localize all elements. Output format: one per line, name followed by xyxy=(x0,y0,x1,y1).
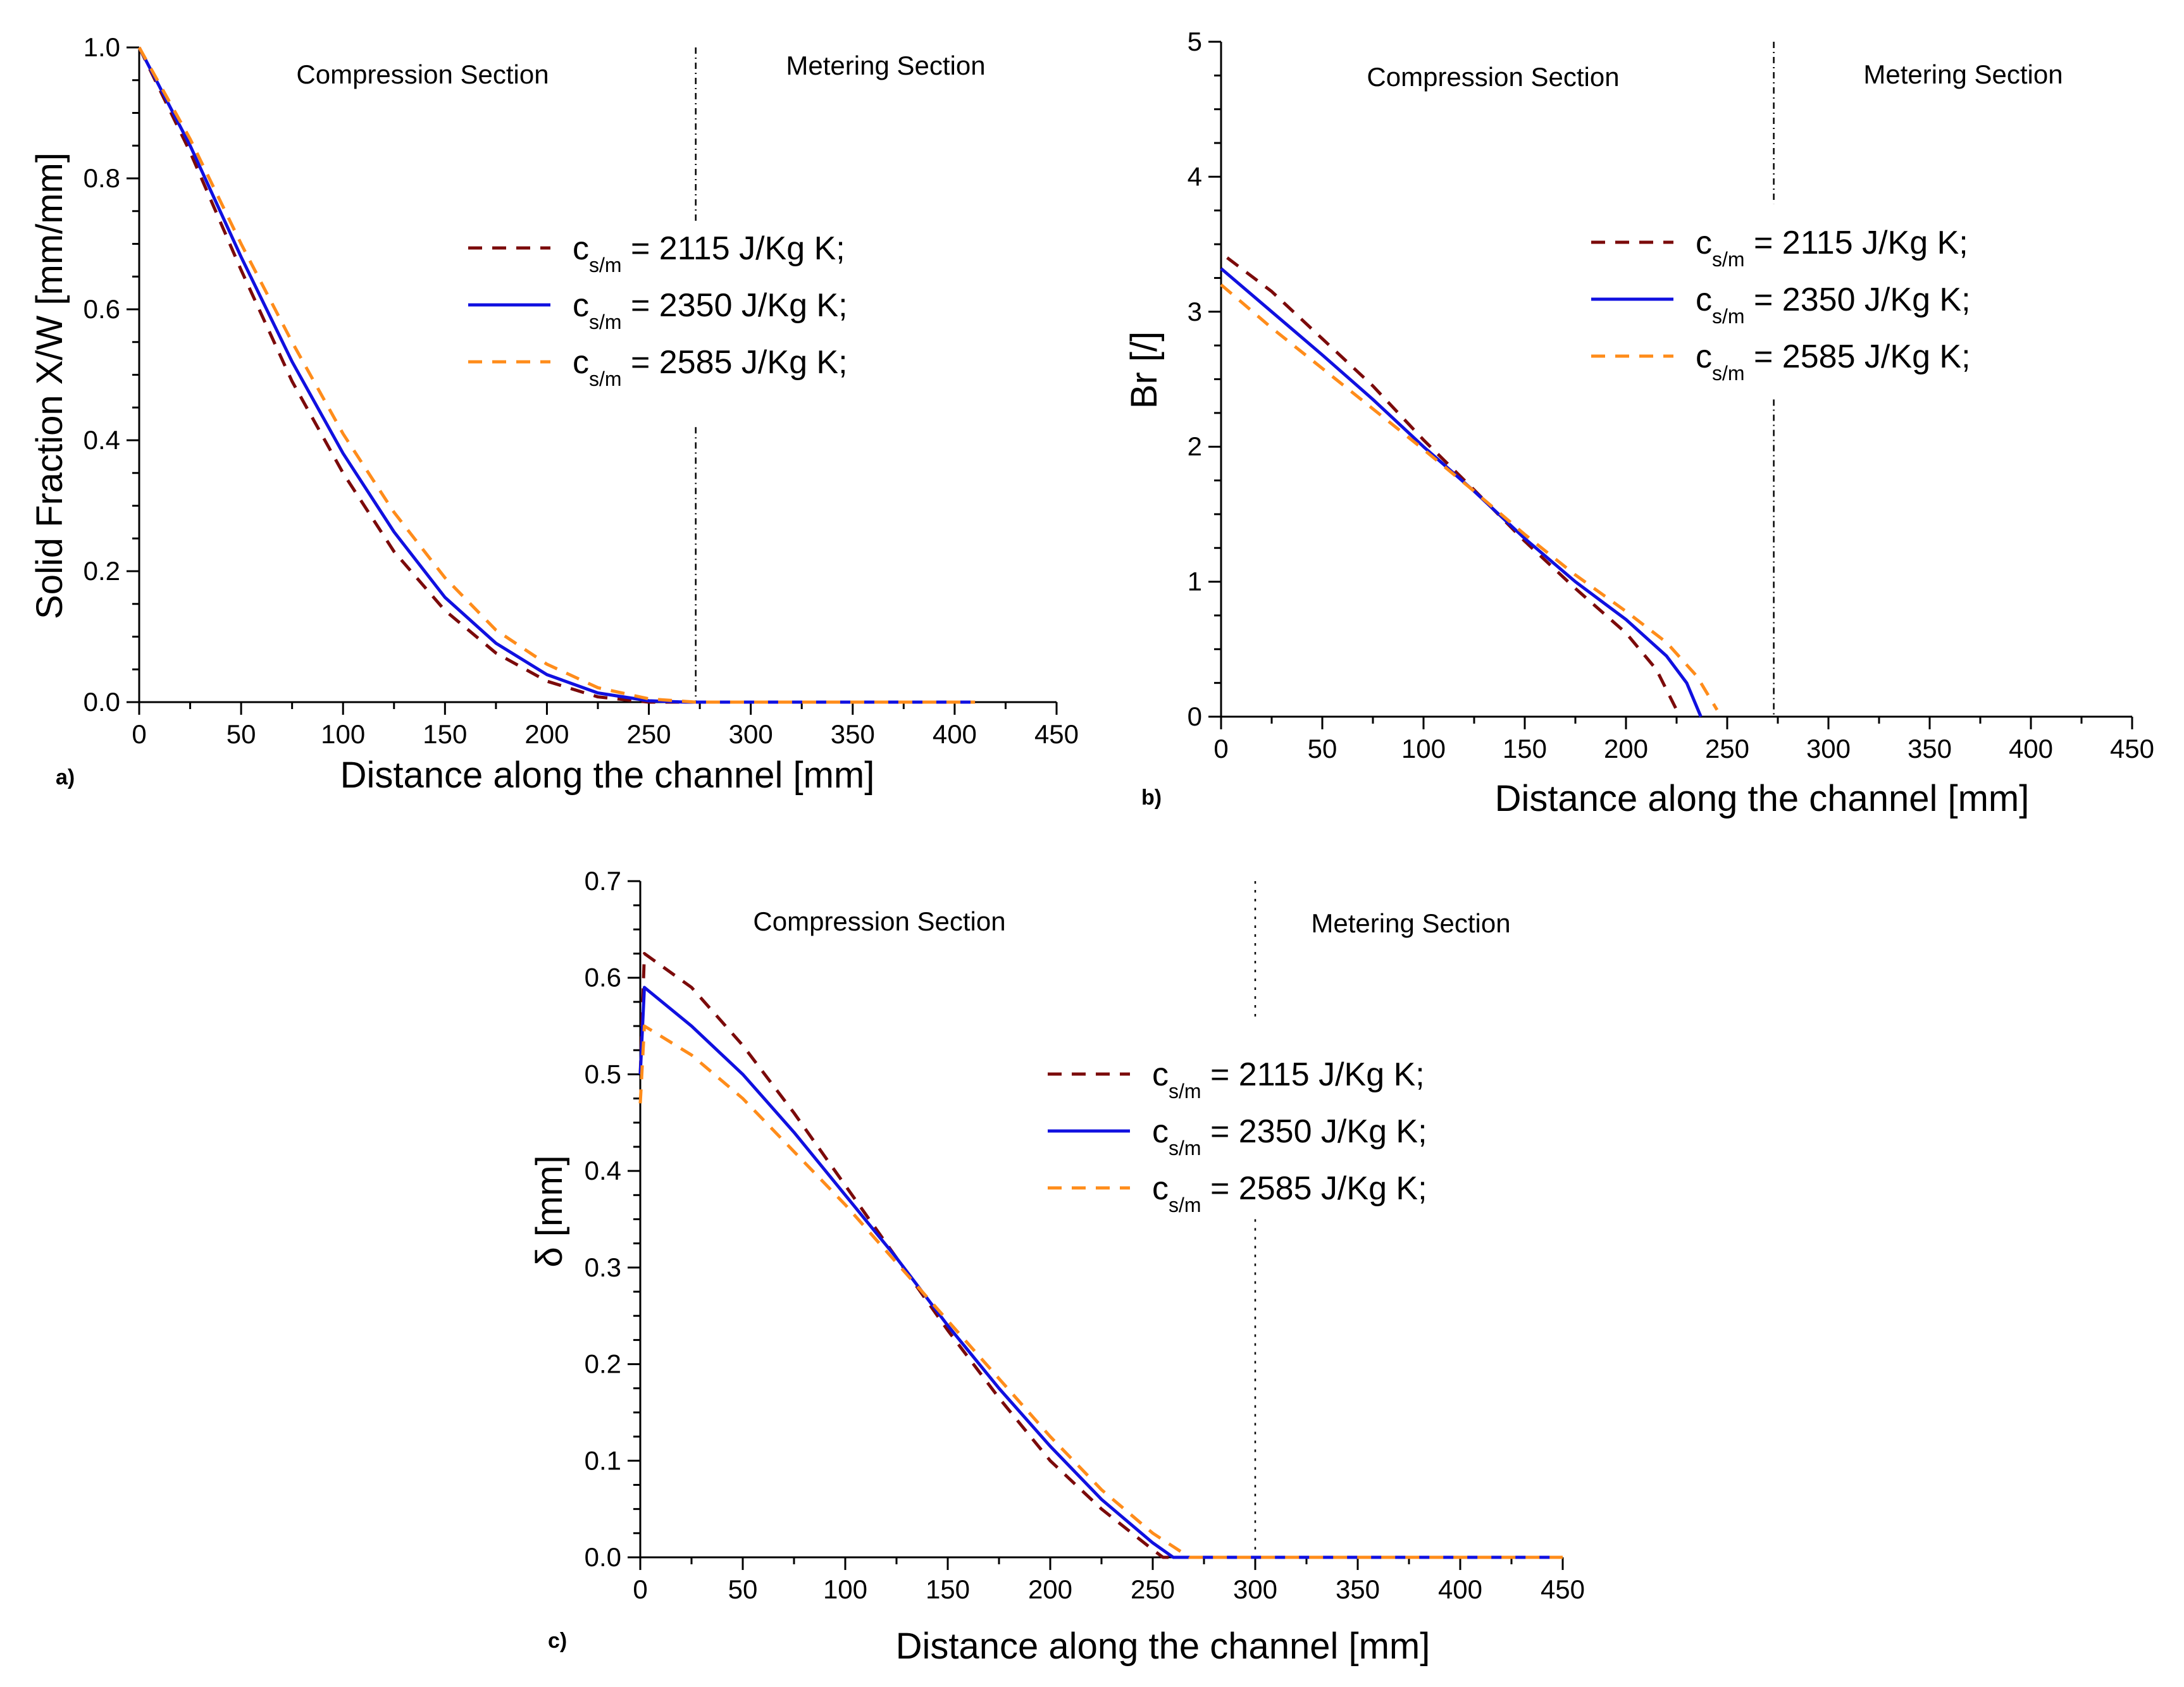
panel-a-y-tick-label: 0.2 xyxy=(84,556,120,586)
panel-c-x-tick-label: 100 xyxy=(823,1574,867,1604)
panel-c-x-tick-label: 450 xyxy=(1541,1574,1585,1604)
panel-a-x-tick-label: 250 xyxy=(627,719,671,749)
panel-c-compression-label: Compression Section xyxy=(753,906,1005,936)
panel-c-x-tick-label: 200 xyxy=(1028,1574,1072,1604)
panel-b-x-tick-label: 450 xyxy=(2110,734,2154,763)
legend-entry-1: cs/m = 2115 J/Kg K; xyxy=(1152,1056,1425,1103)
panel-b-compression-label: Compression Section xyxy=(1367,62,1619,92)
legend-entry-2: cs/m = 2350 J/Kg K; xyxy=(1696,281,1971,328)
panel-a-x-tick-label: 300 xyxy=(729,719,773,749)
panel-a-letter: a) xyxy=(56,765,75,789)
panel-a-y-tick-label: 0.6 xyxy=(84,294,120,324)
panel-a-x-tick-label: 350 xyxy=(831,719,875,749)
panel-c-y-axis-label: δ [mm] xyxy=(529,1155,570,1267)
legend-entry-3: cs/m = 2585 J/Kg K; xyxy=(1152,1170,1427,1216)
panel-c-y-tick-label: 0.1 xyxy=(585,1445,621,1475)
panel-b-x-tick-label: 300 xyxy=(1806,734,1851,763)
panel-a-y-axis-label: Solid Fraction X/W [mm/mm] xyxy=(29,152,70,619)
legend-entry-2: cs/m = 2350 J/Kg K; xyxy=(573,287,848,333)
panel-a-x-axis-label: Distance along the channel [mm] xyxy=(340,755,875,796)
panel-c-x-tick-label: 150 xyxy=(926,1574,970,1604)
panel-b-y-tick-label: 1 xyxy=(1188,567,1202,596)
panel-c-y-tick-label: 0.3 xyxy=(585,1252,621,1282)
panel-c-x-tick-label: 400 xyxy=(1438,1574,1482,1604)
panel-b-x-tick-label: 150 xyxy=(1503,734,1547,763)
panel-b-x-tick-label: 50 xyxy=(1308,734,1337,763)
panel-c-y-tick-label: 0.7 xyxy=(585,866,621,896)
panel-b-y-tick-label: 5 xyxy=(1188,27,1202,56)
panel-a-compression-label: Compression Section xyxy=(296,59,549,89)
panel-a-y-tick-label: 1.0 xyxy=(84,32,120,62)
panel-a-series-2-line xyxy=(137,46,976,704)
panel-b-x-tick-label: 400 xyxy=(2009,734,2053,763)
panel-b: 0 50 100 150 200 250 300 350 400 450 0 1 2 3 4 5 Compre… xyxy=(1124,27,2154,819)
panel-a-x-tick-label: 50 xyxy=(226,719,256,749)
panel-a-axes: 0 50 100 150 200 250 300 350 400 450 0.0 0.2 0.4 0.6 0… xyxy=(84,32,1079,749)
panel-a: 0 50 100 150 200 250 300 350 400 450 0.0 0.2 0.4 0.6 0… xyxy=(29,32,1079,796)
panel-b-x-tick-label: 200 xyxy=(1604,734,1648,763)
panel-b-y-tick-label: 0 xyxy=(1188,701,1202,731)
panel-a-series-3-line xyxy=(137,46,976,704)
panel-b-x-tick-label: 100 xyxy=(1401,734,1446,763)
panel-a-x-tick-label: 400 xyxy=(933,719,977,749)
panel-b-metering-label: Metering Section xyxy=(1863,59,2063,89)
panel-b-axes: 0 50 100 150 200 250 300 350 400 450 0 1 2 3 4 5 xyxy=(1188,27,2154,763)
panel-c-y-tick-label: 0.6 xyxy=(585,963,621,992)
panel-c-metering-label: Metering Section xyxy=(1311,908,1510,938)
legend-entry-3: cs/m = 2585 J/Kg K; xyxy=(573,344,848,390)
panel-b-x-tick-label: 250 xyxy=(1705,734,1749,763)
panel-c-x-tick-label: 300 xyxy=(1233,1574,1277,1604)
panel-a-x-tick-label: 100 xyxy=(321,719,365,749)
panel-b-y-tick-label: 4 xyxy=(1188,161,1202,191)
panel-b-y-axis-label: Br [/] xyxy=(1124,331,1165,409)
panel-b-y-tick-label: 3 xyxy=(1188,297,1202,326)
panel-a-y-tick-label: 0.0 xyxy=(84,687,120,717)
panel-c-series-3-line xyxy=(638,1024,1563,1559)
panel-a-x-tick-label: 450 xyxy=(1034,719,1079,749)
panel-c-y-tick-label: 0.0 xyxy=(585,1542,621,1572)
panel-c-x-axis-label: Distance along the channel [mm] xyxy=(896,1626,1430,1667)
legend-entry-2: cs/m = 2350 J/Kg K; xyxy=(1152,1113,1427,1159)
panel-c-x-tick-label: 0 xyxy=(633,1574,647,1604)
panel-a-x-tick-label: 150 xyxy=(423,719,467,749)
panel-a-y-tick-label: 0.4 xyxy=(84,425,120,455)
panel-c-x-tick-label: 50 xyxy=(728,1574,758,1604)
panel-b-letter: b) xyxy=(1141,786,1162,810)
panel-c-letter: c) xyxy=(548,1629,567,1653)
panel-b-y-tick-label: 2 xyxy=(1188,431,1202,461)
panel-b-x-axis-label: Distance along the channel [mm] xyxy=(1495,778,2030,819)
panel-a-metering-label: Metering Section xyxy=(786,51,985,80)
panel-c-legend: cs/m = 2115 J/Kg K; cs/m = 2350 J/Kg K; cs… xyxy=(1048,1056,1427,1216)
legend-entry-1: cs/m = 2115 J/Kg K; xyxy=(1696,225,1968,271)
panel-c-x-tick-label: 350 xyxy=(1336,1574,1380,1604)
panel-b-series-3-line xyxy=(1220,283,1719,711)
panel-b-x-tick-label: 350 xyxy=(1908,734,1952,763)
panel-b-legend: cs/m = 2115 J/Kg K; cs/m = 2350 J/Kg K; cs… xyxy=(1591,225,1971,385)
panel-c-y-tick-label: 0.2 xyxy=(585,1349,621,1379)
panel-c-y-tick-label: 0.5 xyxy=(585,1059,621,1089)
legend-entry-3: cs/m = 2585 J/Kg K; xyxy=(1696,338,1971,385)
panel-a-x-tick-label: 0 xyxy=(132,719,146,749)
panel-a-legend: cs/m = 2115 J/Kg K; cs/m = 2350 J/Kg K; cs… xyxy=(468,230,848,390)
panel-a-x-tick-label: 200 xyxy=(524,719,569,749)
panel-c: 0 50 100 150 200 250 300 350 400 450 0.0 0.1 0.2 0.3 0… xyxy=(529,866,1585,1667)
panel-c-y-tick-label: 0.4 xyxy=(585,1156,621,1185)
legend-entry-1: cs/m = 2115 J/Kg K; xyxy=(573,230,845,276)
panel-a-y-tick-label: 0.8 xyxy=(84,163,120,193)
panel-b-x-tick-label: 0 xyxy=(1213,734,1228,763)
panel-c-x-tick-label: 250 xyxy=(1131,1574,1175,1604)
